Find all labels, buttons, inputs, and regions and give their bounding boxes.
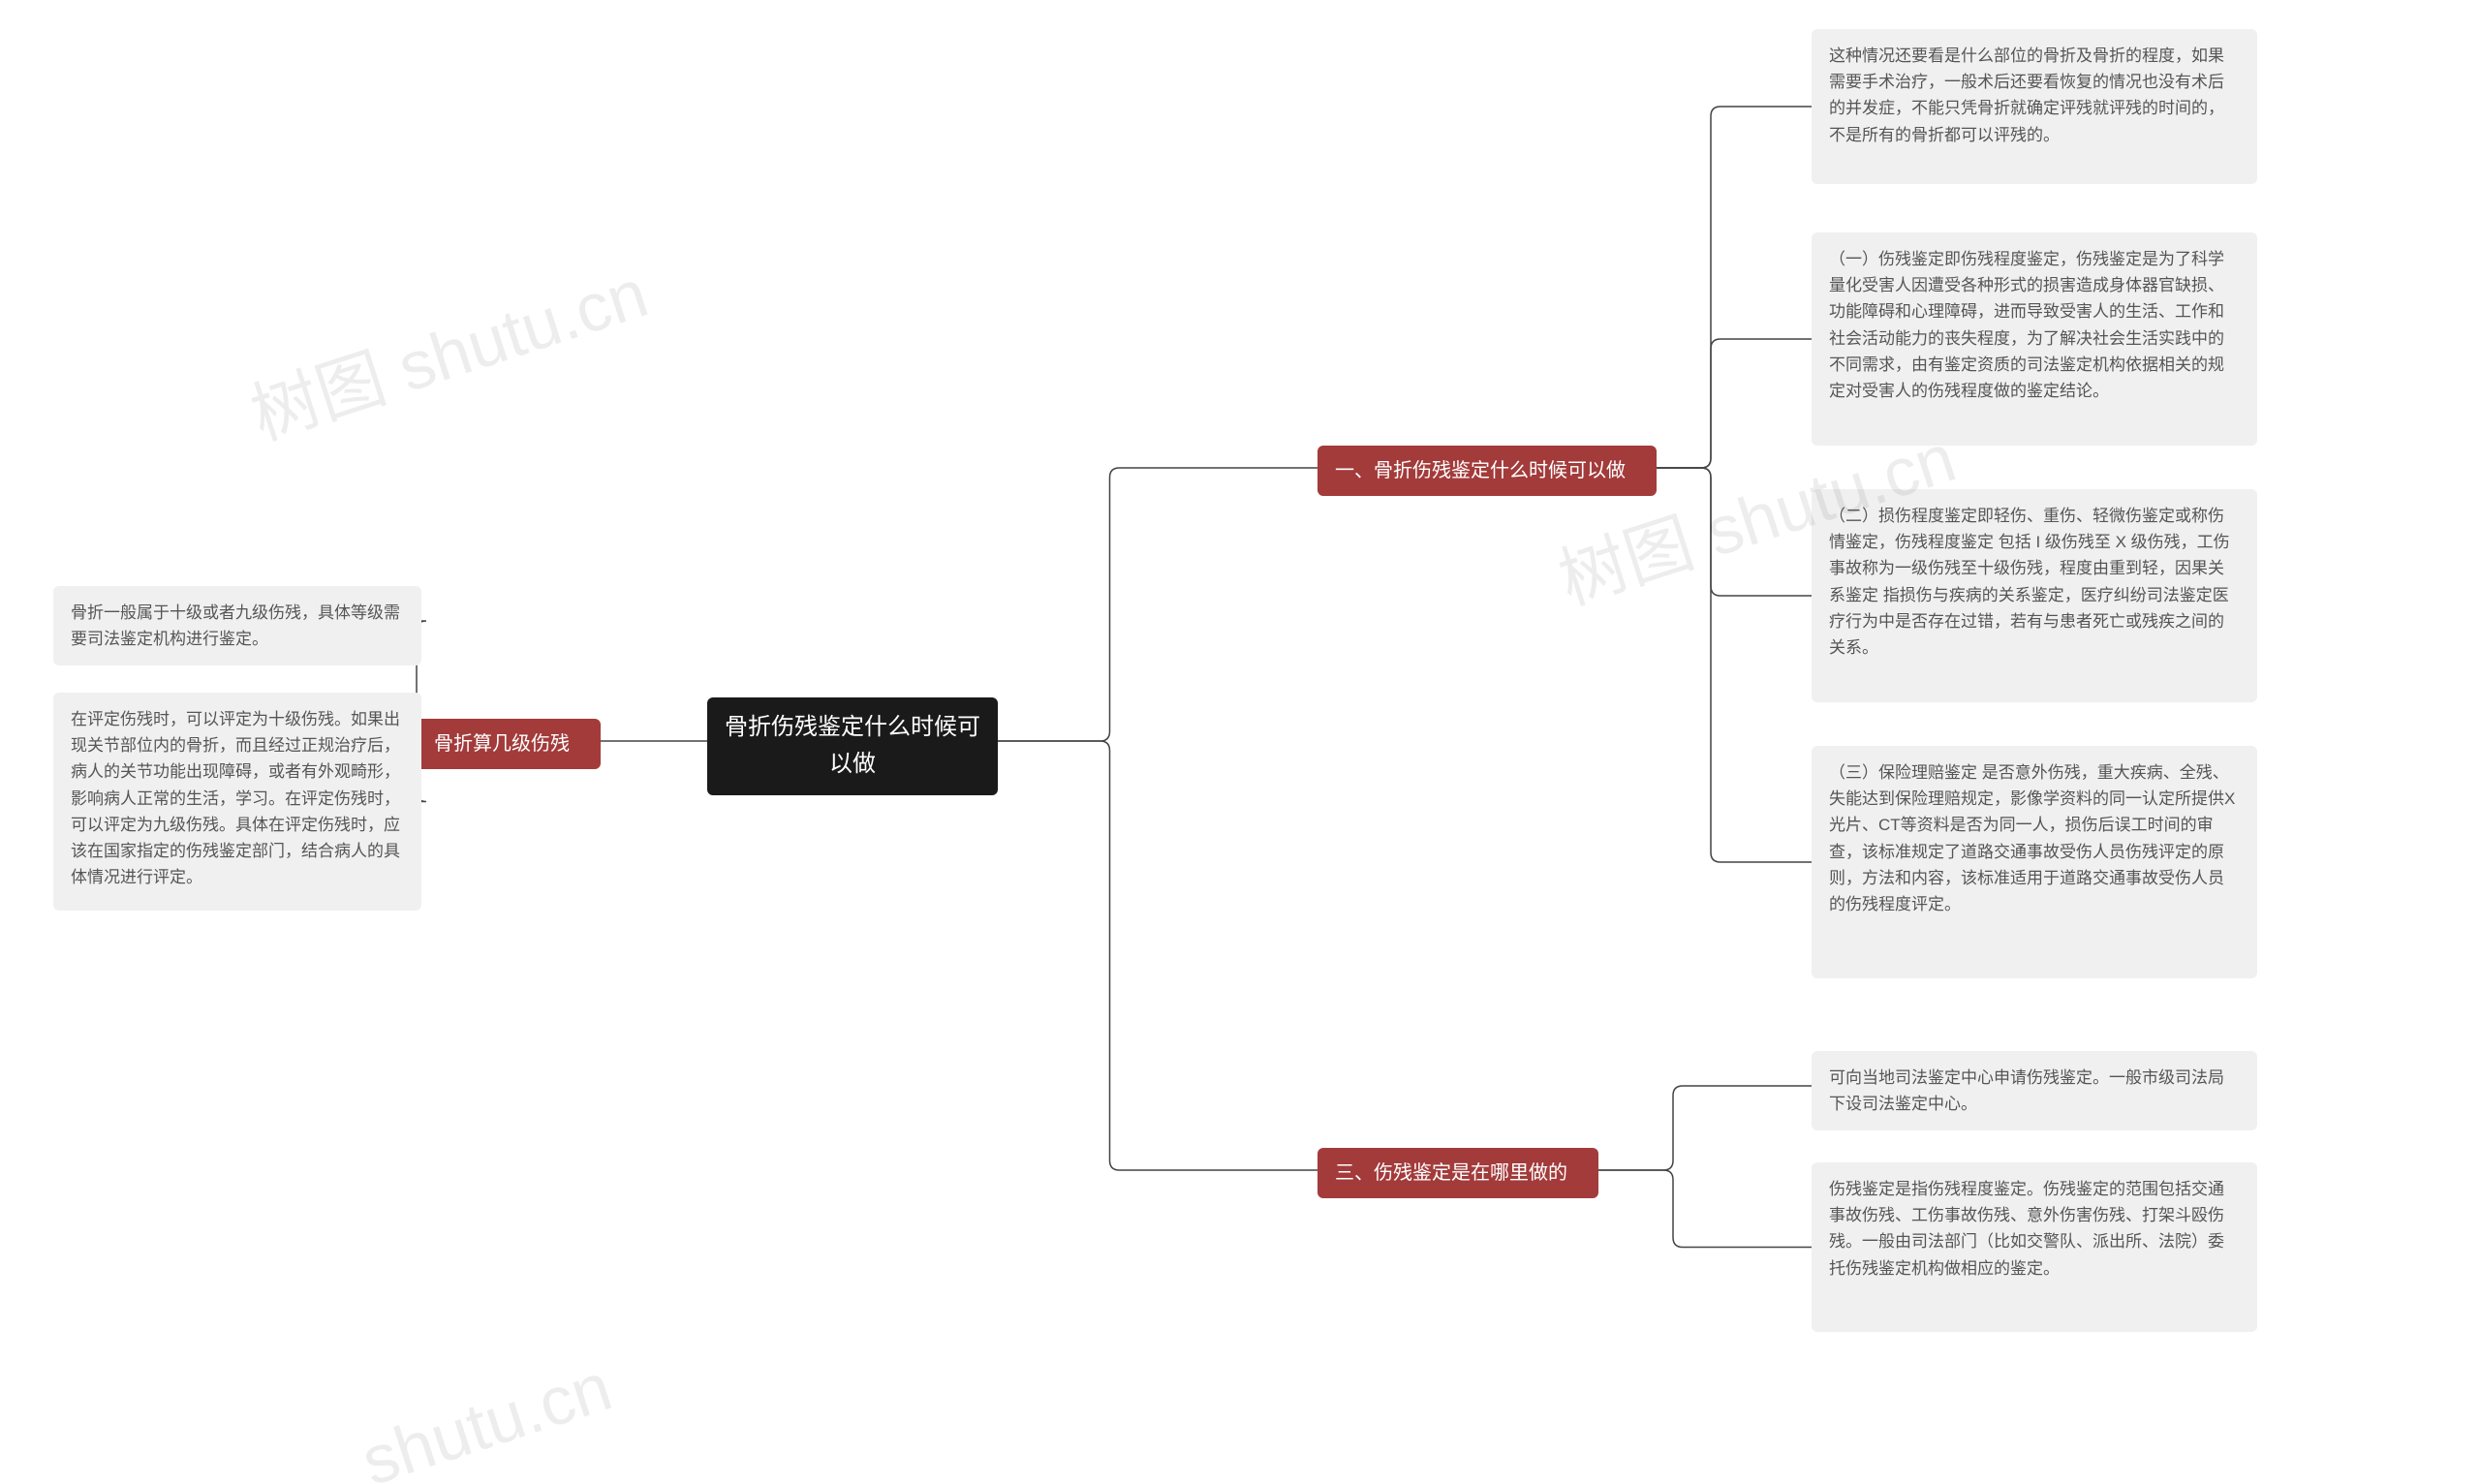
leaf-1d-text: （三）保险理赔鉴定 是否意外伤残，重大疾病、全残、失能达到保险理赔规定，影像学资… <box>1829 763 2235 913</box>
branch-3-label: 三、伤残鉴定是在哪里做的 <box>1335 1158 1567 1189</box>
leaf-1c-text: （二）损伤程度鉴定即轻伤、重伤、轻微伤鉴定或称伤情鉴定，伤残程度鉴定 包括 I … <box>1829 507 2230 657</box>
leaf-2b-text: 在评定伤残时，可以评定为十级伤残。如果出现关节部位内的骨折，而且经过正规治疗后，… <box>71 710 400 886</box>
leaf-1a-text: 这种情况还要看是什么部位的骨折及骨折的程度，如果需要手术治疗，一般术后还要看恢复… <box>1829 46 2224 144</box>
watermark: 树图 shutu.cn <box>237 239 659 459</box>
branch-node-3: 三、伤残鉴定是在哪里做的 <box>1318 1148 1598 1198</box>
leaf-3a-text: 可向当地司法鉴定中心申请伤残鉴定。一般市级司法局下设司法鉴定中心。 <box>1829 1068 2224 1113</box>
leaf-node-1c: （二）损伤程度鉴定即轻伤、重伤、轻微伤鉴定或称伤情鉴定，伤残程度鉴定 包括 I … <box>1812 489 2257 702</box>
watermark: shutu.cn <box>353 1347 620 1484</box>
branch-node-1: 一、骨折伤残鉴定什么时候可以做 <box>1318 446 1657 496</box>
leaf-node-3b: 伤残鉴定是指伤残程度鉴定。伤残鉴定的范围包括交通事故伤残、工伤事故伤残、意外伤害… <box>1812 1162 2257 1332</box>
branch-1-label: 一、骨折伤残鉴定什么时候可以做 <box>1335 455 1626 486</box>
central-node: 骨折伤残鉴定什么时候可以做 <box>707 697 998 795</box>
central-label: 骨折伤残鉴定什么时候可以做 <box>723 709 982 784</box>
leaf-node-3a: 可向当地司法鉴定中心申请伤残鉴定。一般市级司法局下设司法鉴定中心。 <box>1812 1051 2257 1130</box>
leaf-node-1d: （三）保险理赔鉴定 是否意外伤残，重大疾病、全残、失能达到保险理赔规定，影像学资… <box>1812 746 2257 978</box>
leaf-2a-text: 骨折一般属于十级或者九级伤残，具体等级需要司法鉴定机构进行鉴定。 <box>71 603 400 648</box>
branch-2-label: 二、骨折算几级伤残 <box>395 728 570 759</box>
leaf-node-1b: （一）伤残鉴定即伤残程度鉴定，伤残鉴定是为了科学量化受害人因遭受各种形式的损害造… <box>1812 232 2257 446</box>
leaf-1b-text: （一）伤残鉴定即伤残程度鉴定，伤残鉴定是为了科学量化受害人因遭受各种形式的损害造… <box>1829 250 2224 400</box>
leaf-node-2b: 在评定伤残时，可以评定为十级伤残。如果出现关节部位内的骨折，而且经过正规治疗后，… <box>53 693 421 911</box>
leaf-node-2a: 骨折一般属于十级或者九级伤残，具体等级需要司法鉴定机构进行鉴定。 <box>53 586 421 665</box>
leaf-node-1a: 这种情况还要看是什么部位的骨折及骨折的程度，如果需要手术治疗，一般术后还要看恢复… <box>1812 29 2257 184</box>
leaf-3b-text: 伤残鉴定是指伤残程度鉴定。伤残鉴定的范围包括交通事故伤残、工伤事故伤残、意外伤害… <box>1829 1180 2224 1278</box>
